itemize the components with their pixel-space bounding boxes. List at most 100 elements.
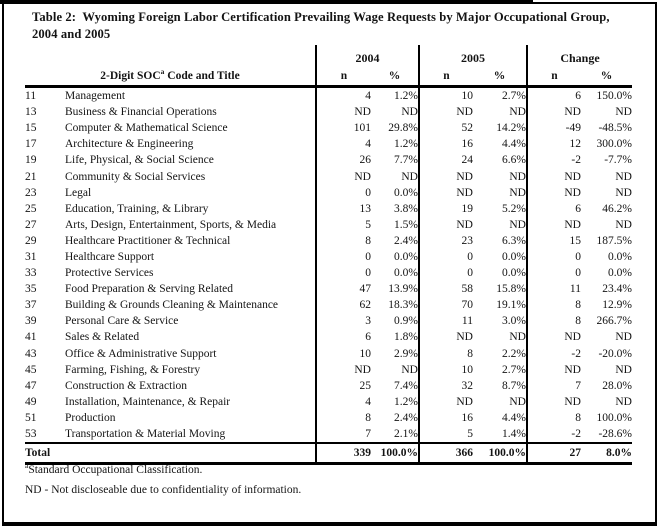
row-n-change-cell: 0 [526, 248, 581, 266]
row-occupation-title-cell: Transportation & Material Moving [65, 428, 226, 441]
soc-code-title-header: 2-Digit SOCa Code and Title [25, 67, 316, 87]
row-n-change-cell: ND [526, 393, 581, 410]
row-occupation-title-cell: Legal [65, 186, 92, 199]
table-row: 43 Office & Administrative Support 10 2.… [25, 345, 632, 362]
row-pct-change-cell: 300.0% [596, 138, 632, 151]
row-n-change-cell: ND [526, 329, 581, 346]
row-soc-code-cell: 37 [25, 299, 37, 312]
row-pct-change-cell: ND [615, 331, 632, 344]
row-pct-change-cell: 0.0% [608, 250, 632, 263]
row-occupation-title-cell: Education, Training, & Library [65, 202, 209, 215]
row-n-2005-cell: 52 [418, 120, 473, 137]
row-soc-code-cell: 27 [25, 218, 37, 231]
row-n-2004-cell: 13 [315, 200, 371, 217]
row-pct-2005-cell: 14.2% [496, 122, 526, 135]
row-pct-2004-cell: 13.9% [388, 283, 418, 296]
row-pct-change-cell: ND [615, 106, 632, 119]
row-n-2005-cell: 5 [418, 425, 473, 444]
row-pct-2005-cell: ND [509, 331, 526, 344]
row-n-change-cell: ND [526, 184, 581, 201]
row-soc-code-cell: 51 [25, 411, 37, 424]
total-n-2005-cell: 366 [418, 443, 473, 464]
row-n-2005-cell: ND [418, 104, 473, 121]
row-n-2005-cell: ND [418, 168, 473, 185]
row-pct-change-cell: 46.2% [602, 202, 632, 215]
header-n-2004: n [315, 67, 371, 87]
row-pct-2005-cell: 4.4% [502, 411, 526, 424]
row-occupation-title-cell: Business & Financial Operations [65, 106, 217, 119]
row-pct-2004-cell: 7.4% [394, 379, 418, 392]
total-n-2004-cell: 339 [315, 443, 371, 464]
header-pct-2004: % [388, 70, 401, 82]
row-n-change-cell: 8 [526, 313, 581, 330]
row-soc-code-cell: 33 [25, 267, 37, 280]
soc-header-text: 2-Digit SOC [100, 70, 161, 82]
row-pct-2005-cell: 1.4% [502, 428, 526, 441]
row-pct-2004-cell: 3.8% [394, 202, 418, 215]
row-pct-2004-cell: 2.9% [394, 347, 418, 360]
row-n-change-cell: 0 [526, 265, 581, 282]
row-n-2005-cell: 8 [418, 345, 473, 362]
row-n-2004-cell: 3 [315, 313, 371, 330]
footnote-soc-text: Standard Occupational Classification. [28, 464, 203, 476]
row-occupation-title-cell: Management [65, 90, 126, 103]
row-soc-code-cell: 53 [25, 428, 37, 441]
row-n-change-cell: -2 [526, 425, 581, 444]
total-pct-2005-cell: 100.0% [488, 447, 526, 460]
row-pct-change-cell: 100.0% [596, 411, 632, 424]
row-pct-change-cell: 12.9% [602, 299, 632, 312]
row-n-2005-cell: 0 [418, 265, 473, 282]
header-pct-change: % [600, 70, 613, 82]
row-occupation-title-cell: Computer & Mathematical Science [65, 122, 228, 135]
row-n-2005-cell: 10 [418, 361, 473, 378]
sub-header-row: 2-Digit SOCa Code and Title n % n % n % [25, 67, 632, 87]
row-soc-code-cell: 23 [25, 186, 37, 199]
row-n-2005-cell: ND [418, 216, 473, 233]
row-n-2005-cell: 58 [418, 281, 473, 298]
row-soc-code-cell: 43 [25, 347, 37, 360]
row-n-2004-cell: 0 [315, 265, 371, 282]
group-header-2005: 2005 [418, 45, 527, 67]
row-pct-change-cell: ND [615, 186, 632, 199]
table-row: 31 Healthcare Support 0 0.0% 0 0.0% 0 0.… [25, 248, 632, 266]
row-n-2005-cell: 32 [418, 377, 473, 394]
row-n-2004-cell: 47 [315, 281, 371, 298]
table-row: 15 Computer & Mathematical Science 101 2… [25, 120, 632, 137]
row-n-2004-cell: 4 [315, 136, 371, 153]
row-occupation-title-cell: Construction & Extraction [65, 379, 188, 392]
table-row: 21 Community & Social Services ND ND ND … [25, 168, 632, 185]
row-pct-2005-cell: ND [509, 395, 526, 408]
row-pct-2004-cell: 2.1% [394, 428, 418, 441]
column-group-header-row: 2004 2005 Change [25, 45, 632, 67]
footnote-nd: ND - Not discloseable due to confidentia… [25, 484, 302, 496]
table-row: 29 Healthcare Practitioner & Technical 8… [25, 232, 632, 249]
table-row: 49 Installation, Maintenance, & Repair 4… [25, 393, 632, 410]
row-n-change-cell: -2 [526, 345, 581, 362]
row-pct-2004-cell: 0.0% [394, 186, 418, 199]
row-soc-code-cell: 41 [25, 331, 37, 344]
row-soc-code-cell: 39 [25, 315, 37, 328]
table-row: 41 Sales & Related 6 1.8% ND ND ND ND [25, 329, 632, 346]
row-pct-2005-cell: ND [509, 106, 526, 119]
row-n-change-cell: 6 [526, 86, 581, 105]
row-n-2004-cell: 10 [315, 345, 371, 362]
header-n-2005: n [418, 67, 473, 87]
row-pct-2005-cell: 6.3% [502, 234, 526, 247]
row-n-2005-cell: 16 [418, 409, 473, 426]
row-pct-change-cell: ND [615, 170, 632, 183]
table-row: 25 Education, Training, & Library 13 3.8… [25, 200, 632, 217]
row-pct-2004-cell: ND [401, 363, 418, 376]
row-n-2005-cell: 19 [418, 200, 473, 217]
row-pct-2004-cell: 2.4% [394, 234, 418, 247]
row-pct-2005-cell: 0.0% [502, 267, 526, 280]
row-n-2004-cell: 25 [315, 377, 371, 394]
row-pct-2004-cell: 0.0% [394, 267, 418, 280]
row-soc-code-cell: 19 [25, 154, 37, 167]
row-pct-change-cell: 266.7% [596, 315, 632, 328]
row-n-2005-cell: 10 [418, 86, 473, 105]
row-pct-2004-cell: 7.7% [394, 154, 418, 167]
row-pct-2005-cell: 2.7% [502, 363, 526, 376]
row-occupation-title-cell: Sales & Related [65, 331, 140, 344]
row-n-change-cell: 12 [526, 136, 581, 153]
